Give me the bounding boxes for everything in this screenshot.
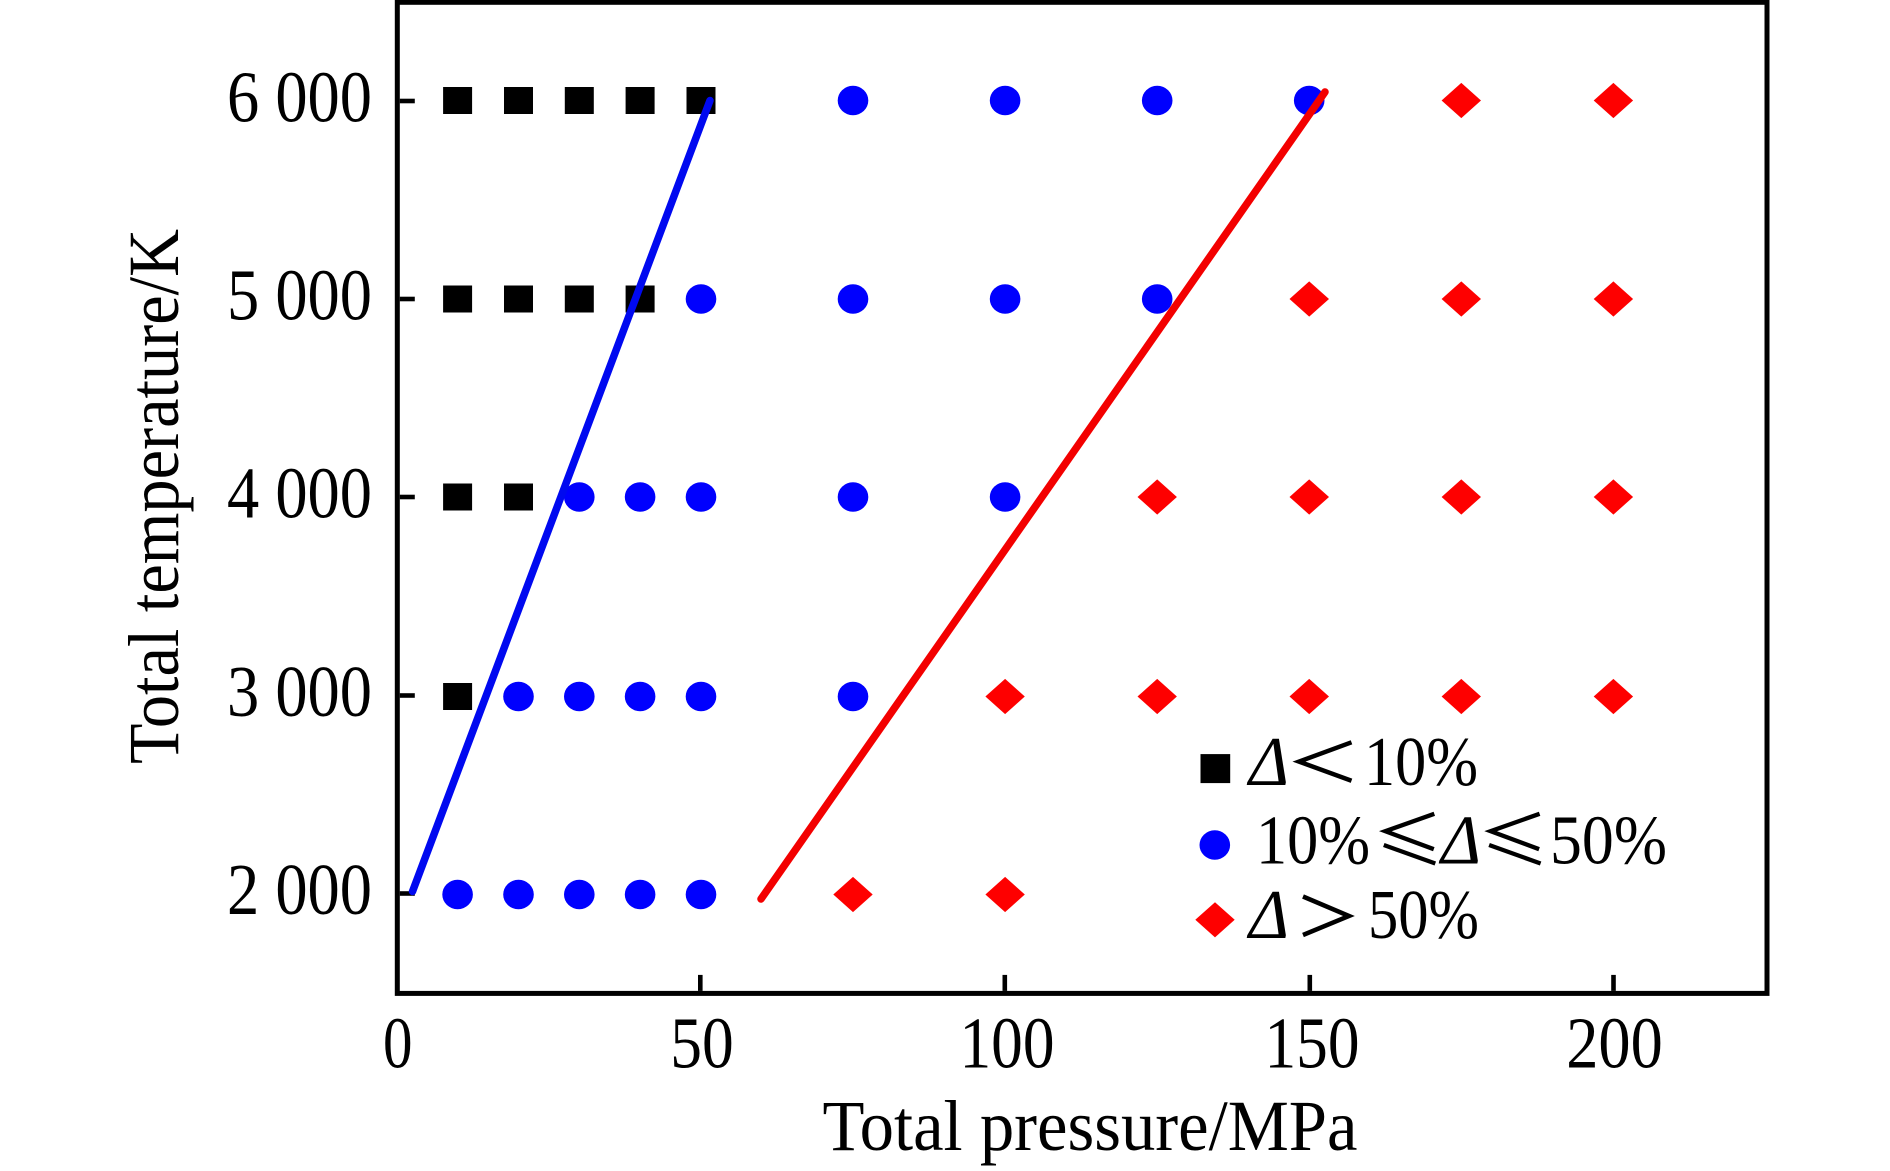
svg-text:Δ: Δ (1246, 877, 1289, 954)
svg-text:10%: 10% (1256, 803, 1370, 880)
svg-text:150: 150 (1265, 1003, 1360, 1084)
svg-text:2 000: 2 000 (227, 849, 372, 930)
svg-text:200: 200 (1566, 1003, 1663, 1084)
svg-text:Δ: Δ (1438, 803, 1481, 880)
svg-text:0: 0 (383, 1003, 413, 1084)
svg-text:50: 50 (670, 1003, 734, 1084)
svg-text:4 000: 4 000 (227, 453, 372, 534)
svg-text:50%: 50% (1550, 803, 1667, 880)
svg-text:10%: 10% (1364, 724, 1478, 801)
svg-text:Δ: Δ (1246, 724, 1289, 801)
svg-text:100: 100 (960, 1003, 1055, 1084)
svg-text:6 000: 6 000 (227, 57, 372, 138)
svg-text:50%: 50% (1368, 877, 1479, 954)
svg-text:Total pressure/MPa: Total pressure/MPa (823, 1086, 1358, 1166)
svg-text:3 000: 3 000 (227, 651, 372, 732)
svg-text:5 000: 5 000 (227, 255, 372, 336)
svg-text:Total temperature/K: Total temperature/K (114, 229, 194, 764)
